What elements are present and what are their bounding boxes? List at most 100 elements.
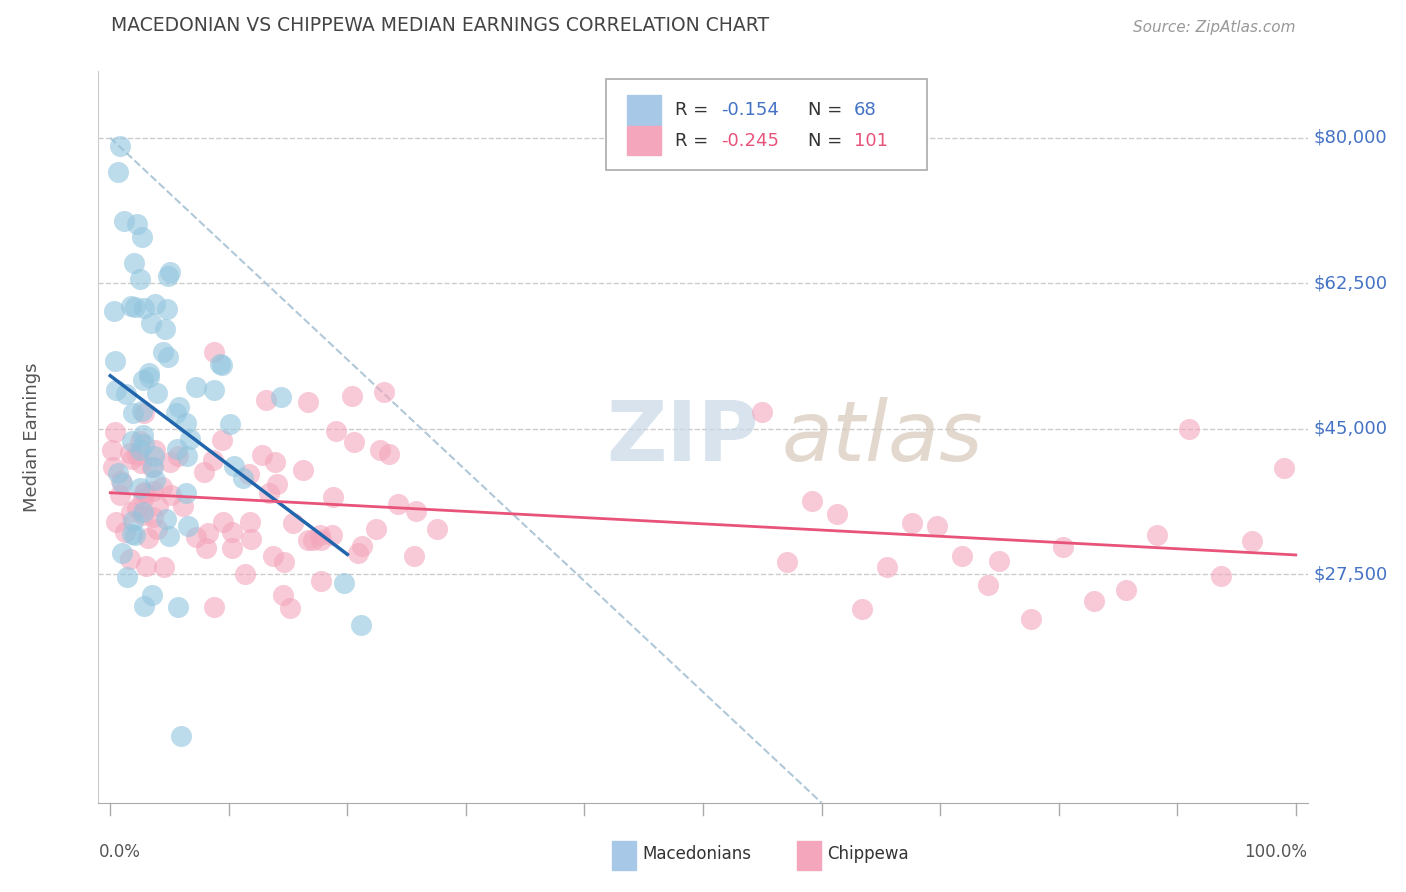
Point [142,449,165,463]
Text: Macedonians: Macedonians [643,845,752,863]
Text: -0.154: -0.154 [721,101,779,120]
Point [104,425,127,439]
Point [114,387,136,401]
Text: 101: 101 [855,132,889,150]
Point [132,405,155,419]
Point [157,529,180,543]
Point [134,486,156,500]
Text: atlas: atlas [782,397,983,477]
Point [221,541,243,555]
Point [129,456,152,470]
Point [134,599,156,614]
Point [101,459,124,474]
Point [202,383,225,397]
Point [270,391,292,405]
Point [333,575,356,590]
Text: N =: N = [808,101,848,120]
Point [139,316,162,330]
Point [159,265,181,279]
Point [110,474,132,488]
Point [263,455,285,469]
Point [387,498,409,512]
Text: $27,500: $27,500 [1313,566,1388,583]
Point [927,519,949,533]
Point [122,514,145,528]
Point [1019,612,1042,626]
Point [239,515,262,529]
Point [174,486,197,500]
Point [152,345,174,359]
Point [111,476,134,491]
Point [378,446,401,460]
Point [132,485,155,500]
Point [405,504,427,518]
Bar [797,841,821,870]
Point [402,549,425,563]
Bar [613,841,637,870]
Text: Median Earnings: Median Earnings [22,362,41,512]
Point [121,434,143,448]
Point [176,449,198,463]
Point [167,600,190,615]
Point [141,459,163,474]
Point [1272,461,1295,475]
Point [142,459,165,474]
Point [309,533,332,548]
Point [197,526,219,541]
Point [124,300,146,314]
Point [370,443,392,458]
Text: Source: ZipAtlas.com: Source: ZipAtlas.com [1133,20,1295,35]
Point [988,554,1011,568]
Point [1083,594,1105,608]
Text: 68: 68 [855,101,877,120]
Point [157,350,180,364]
Point [1052,540,1074,554]
Point [373,385,395,400]
Point [132,428,155,442]
Point [218,417,240,431]
Point [136,532,159,546]
Text: MACEDONIAN VS CHIPPEWA MEDIAN EARNINGS CORRELATION CHART: MACEDONIAN VS CHIPPEWA MEDIAN EARNINGS C… [111,16,769,35]
Point [142,509,165,524]
Point [266,477,288,491]
Point [107,164,129,178]
Point [143,297,166,311]
Point [132,508,155,522]
Point [114,214,136,228]
Point [132,505,155,519]
Point [283,516,305,531]
Bar [627,95,661,125]
Point [128,434,150,449]
Point [108,139,131,153]
Point [118,552,141,566]
Point [170,729,193,743]
Point [193,466,215,480]
Point [211,434,233,448]
Point [347,546,370,560]
Text: ZIP: ZIP [606,397,759,477]
Point [202,600,225,615]
Point [121,452,143,467]
Point [107,466,129,480]
Point [132,373,155,387]
Point [876,560,898,574]
Point [211,515,233,529]
Point [309,527,332,541]
FancyBboxPatch shape [606,78,927,170]
Point [343,435,366,450]
Point [211,358,233,372]
Point [125,500,148,515]
Text: $45,000: $45,000 [1313,420,1388,438]
Point [240,533,263,547]
Point [1209,569,1232,583]
Point [174,416,197,430]
Point [131,403,153,417]
Text: N =: N = [808,132,848,150]
Point [157,269,180,284]
Point [127,448,149,462]
Point [120,446,142,460]
Point [340,388,363,402]
Point [132,437,155,451]
Point [146,499,169,513]
Point [141,588,163,602]
